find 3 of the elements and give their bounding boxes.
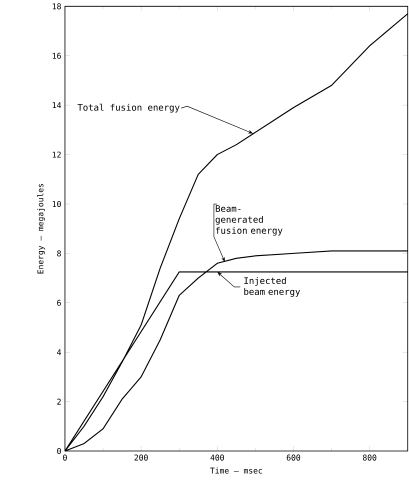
annotation: Injected beam energy [244,277,300,297]
annotation: Total fusion energy [78,104,180,113]
annotation: Beam-generated fusion energy [216,205,283,236]
